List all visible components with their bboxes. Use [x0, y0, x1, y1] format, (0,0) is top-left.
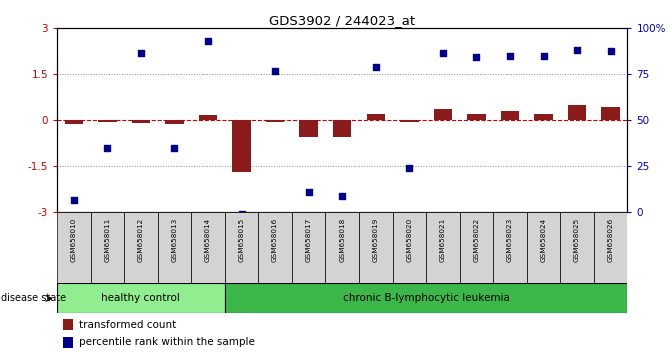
- Bar: [57, 212, 91, 283]
- Bar: [426, 212, 460, 283]
- Bar: [124, 212, 158, 283]
- Point: [572, 47, 582, 53]
- Point: [136, 50, 146, 56]
- Text: chronic B-lymphocytic leukemia: chronic B-lymphocytic leukemia: [343, 293, 509, 303]
- Bar: [64, 120, 83, 124]
- Bar: [165, 120, 184, 124]
- Text: GSM658020: GSM658020: [407, 218, 412, 262]
- Bar: [225, 212, 258, 283]
- Point: [337, 193, 348, 198]
- Text: GSM658010: GSM658010: [71, 218, 76, 262]
- Bar: [359, 212, 393, 283]
- Bar: [132, 120, 150, 123]
- Title: GDS3902 / 244023_at: GDS3902 / 244023_at: [269, 14, 415, 27]
- Bar: [63, 319, 73, 330]
- Bar: [325, 212, 359, 283]
- Point: [538, 53, 549, 59]
- Text: disease state: disease state: [1, 293, 66, 303]
- Text: healthy control: healthy control: [101, 293, 180, 303]
- Bar: [400, 120, 419, 122]
- Bar: [98, 120, 117, 122]
- Text: GSM658023: GSM658023: [507, 218, 513, 262]
- Bar: [266, 120, 285, 122]
- Bar: [199, 115, 217, 120]
- Text: GSM658018: GSM658018: [340, 218, 345, 262]
- Bar: [601, 107, 620, 120]
- Point: [437, 50, 448, 56]
- Bar: [299, 120, 318, 137]
- Text: GSM658015: GSM658015: [239, 218, 244, 262]
- Text: transformed count: transformed count: [79, 320, 176, 330]
- Bar: [493, 212, 527, 283]
- Bar: [232, 120, 251, 172]
- Point: [471, 55, 482, 60]
- Text: percentile rank within the sample: percentile rank within the sample: [79, 337, 254, 347]
- Bar: [433, 109, 452, 120]
- Text: GSM658019: GSM658019: [373, 218, 378, 262]
- Point: [404, 165, 415, 171]
- Bar: [560, 212, 594, 283]
- Bar: [568, 105, 586, 120]
- Text: GSM658013: GSM658013: [172, 218, 177, 262]
- Point: [270, 68, 280, 74]
- Bar: [225, 283, 627, 313]
- Bar: [63, 337, 73, 348]
- Bar: [460, 212, 493, 283]
- Point: [236, 211, 247, 217]
- Point: [505, 53, 515, 59]
- Point: [303, 190, 314, 195]
- Bar: [527, 212, 560, 283]
- Point: [203, 38, 213, 44]
- Text: GSM658021: GSM658021: [440, 218, 446, 262]
- Bar: [594, 212, 627, 283]
- Point: [68, 197, 79, 203]
- Point: [370, 64, 381, 69]
- Text: GSM658025: GSM658025: [574, 218, 580, 262]
- Bar: [57, 283, 225, 313]
- Text: GSM658016: GSM658016: [272, 218, 278, 262]
- Point: [605, 48, 616, 54]
- Text: GSM658026: GSM658026: [608, 218, 613, 262]
- Bar: [91, 212, 124, 283]
- Text: GSM658024: GSM658024: [541, 218, 546, 262]
- Point: [169, 145, 180, 151]
- Bar: [258, 212, 292, 283]
- Bar: [467, 114, 486, 120]
- Text: GSM658017: GSM658017: [306, 218, 311, 262]
- Bar: [158, 212, 191, 283]
- Bar: [191, 212, 225, 283]
- Bar: [393, 212, 426, 283]
- Bar: [366, 114, 385, 120]
- Text: GSM658012: GSM658012: [138, 218, 144, 262]
- Bar: [292, 212, 325, 283]
- Point: [102, 145, 113, 151]
- Text: GSM658022: GSM658022: [474, 218, 479, 262]
- Bar: [534, 114, 553, 120]
- Bar: [501, 111, 519, 120]
- Text: GSM658011: GSM658011: [105, 218, 110, 262]
- Bar: [333, 120, 352, 137]
- Text: GSM658014: GSM658014: [205, 218, 211, 262]
